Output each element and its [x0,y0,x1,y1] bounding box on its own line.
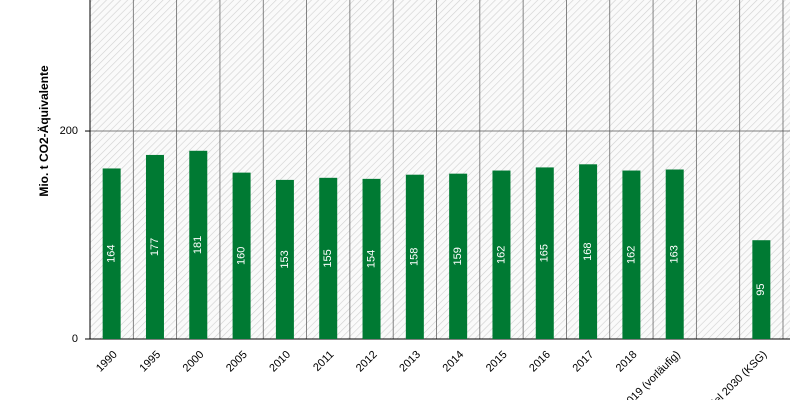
value-label: 160 [236,247,248,265]
bar [492,170,511,339]
y-axis-title: Mio. t CO2-Äquivalente [36,65,51,197]
bar [319,177,338,339]
x-tick-label: 2016 [527,349,553,375]
x-tick-label: 2018 [614,349,640,375]
value-label: 159 [452,247,464,265]
value-label: 162 [495,246,507,264]
x-tick-label: 2000 [181,349,207,375]
x-tick-label: 2010 [267,349,293,375]
value-label: 158 [409,248,421,266]
value-label: 177 [149,238,161,256]
bar [102,168,121,339]
x-tick-label: 2012 [354,349,380,375]
bar [622,170,641,339]
bar [362,178,381,339]
bar [275,179,294,339]
value-label: 181 [192,236,204,254]
value-label: 162 [625,246,637,264]
x-tick-label: 1995 [137,349,163,375]
y-tick-label: 200 [60,125,78,137]
value-label: 155 [322,249,334,267]
bar [405,174,424,339]
bar [752,240,771,339]
x-tick-label: 2017 [570,349,596,375]
bar [145,154,164,339]
bar [189,150,208,339]
x-tick-label: 1990 [94,349,120,375]
value-label: 164 [106,245,118,263]
x-tick-label: 2014 [441,349,467,375]
value-label: 154 [365,250,377,268]
y-tick-label: 0 [72,333,78,345]
value-label: 95 [755,283,767,295]
value-label: 163 [669,245,681,263]
x-tick-label: 2013 [397,349,423,375]
bar [232,172,251,339]
bar [449,173,468,339]
bar [535,167,554,339]
value-label: 165 [539,244,551,262]
bar [665,169,684,339]
x-tick-label: Ziel 2030 (KSG) [705,349,769,400]
value-label: 168 [582,242,594,260]
x-tick-label: 2011 [311,349,336,374]
x-tick-label: 2015 [484,349,510,375]
value-label: 153 [279,250,291,268]
bar [579,164,598,339]
x-tick-label: 2005 [224,349,250,375]
